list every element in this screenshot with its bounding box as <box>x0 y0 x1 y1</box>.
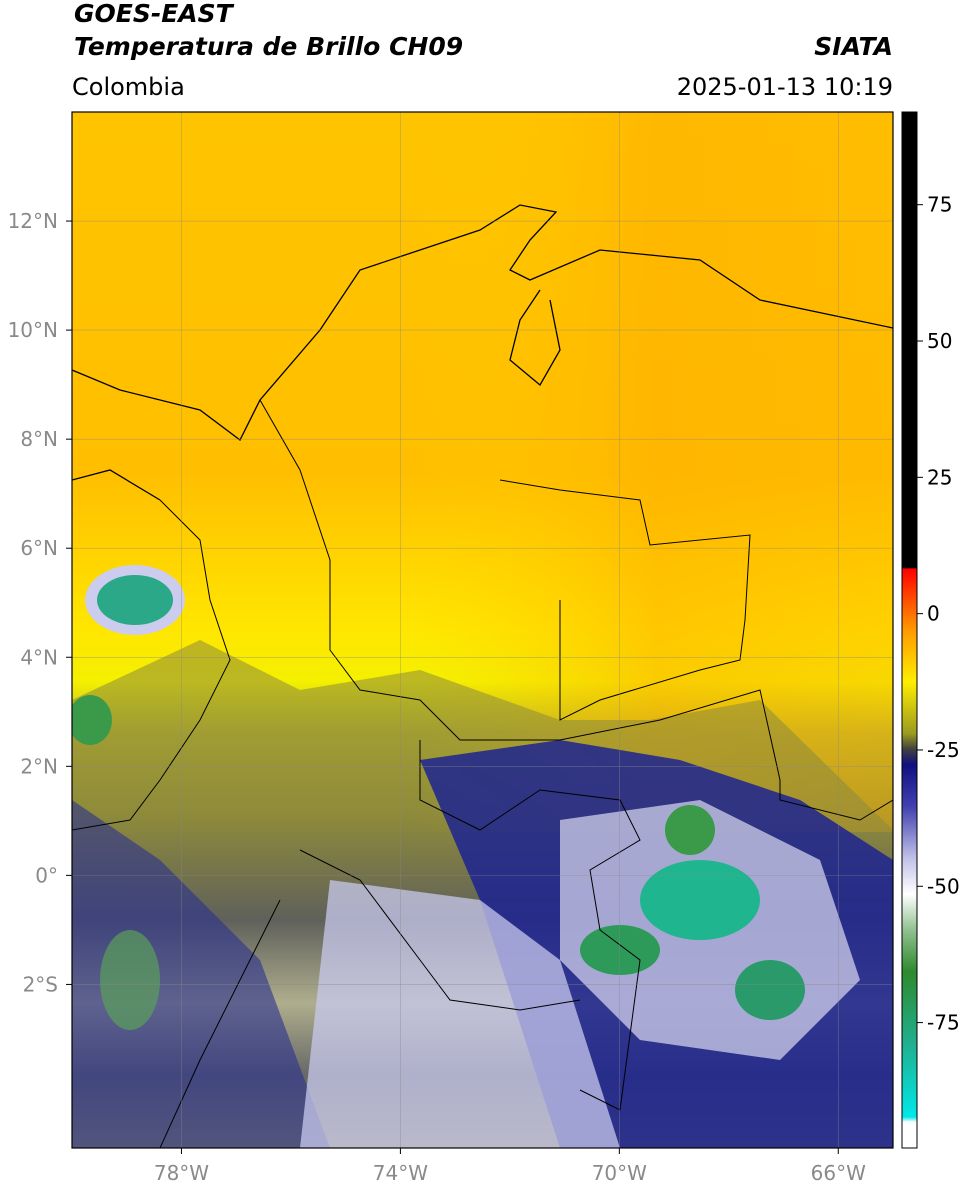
grid <box>72 112 893 1148</box>
title: GOES-EAST <box>74 0 235 28</box>
y-tick-label: 12°N <box>8 209 58 233</box>
colorbar <box>901 111 918 1149</box>
map-frame <box>71 111 894 1149</box>
timestamp: 2025-01-13 10:19 <box>677 73 893 101</box>
colorbar-tick-label: 75 <box>927 193 952 217</box>
satellite-image <box>72 112 893 1148</box>
colorbar-tick-label: -25 <box>927 738 960 762</box>
colorbar-tick-label: -50 <box>927 874 960 898</box>
x-tick-label: 78°W <box>154 1161 209 1185</box>
y-tick-label: 4°N <box>20 645 58 669</box>
x-tick-label: 66°W <box>811 1161 866 1185</box>
source: SIATA <box>814 32 893 61</box>
y-tick-label: 2°S <box>23 972 58 996</box>
y-tick-label: 8°N <box>20 427 58 451</box>
x-tick-label: 70°W <box>592 1161 647 1185</box>
colorbar-tick-label: 50 <box>927 329 952 353</box>
y-tick-label: 0° <box>35 863 58 887</box>
colorbar-tick-label: 0 <box>927 602 940 626</box>
y-tick-label: 6°N <box>20 536 58 560</box>
y-tick-label: 10°N <box>8 318 58 342</box>
x-tick-label: 74°W <box>373 1161 428 1185</box>
region: Colombia <box>72 73 185 101</box>
subtitle: Temperatura de Brillo CH09 <box>74 32 463 61</box>
colorbar-tick-label: 25 <box>927 465 952 489</box>
colorbar-tick-label: -75 <box>927 1011 960 1035</box>
y-tick-label: 2°N <box>20 754 58 778</box>
